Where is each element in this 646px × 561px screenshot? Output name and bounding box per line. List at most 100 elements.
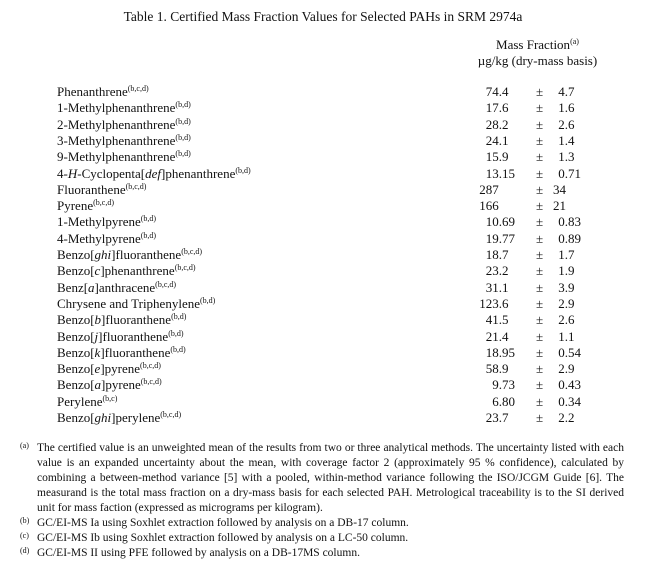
compound-name-part: Pyrene: [57, 198, 94, 214]
compound-name: Perylene(b,c): [57, 394, 117, 412]
table-row: 1-Methylpyrene(b,d) 10.69 ±0.83: [0, 214, 646, 230]
compound-name-part: Benzo[: [57, 344, 95, 360]
compound-name-part: ]fluoranthene: [101, 312, 172, 328]
expanded-uncertainty: 0.34: [558, 393, 581, 409]
table-row: 4-Methylpyrene(b,d) 19.77 ±0.89: [0, 231, 646, 247]
plus-minus-sign: ±: [536, 165, 544, 181]
compound-name-part: Fluoranthene: [57, 181, 126, 197]
certified-value: 58.9: [485, 361, 509, 377]
compound-name-part: 4-Methylpyrene: [57, 230, 141, 246]
compound-name-part: Benzo[: [57, 410, 95, 425]
plus-minus-sign: ±: [536, 132, 544, 148]
plus-minus-sign: ±: [536, 328, 544, 344]
compound-name: Pyrene(b,c,d): [57, 198, 114, 216]
compound-name-part: ]fluoranthene: [111, 247, 182, 262]
table-row: Benzo[k]fluoranthene(b,d) 18.95 ±0.54: [0, 345, 646, 361]
certified-value: 9.73: [492, 377, 515, 393]
certified-value: 18.95: [485, 344, 515, 360]
plus-minus-sign: ±: [536, 279, 544, 295]
plus-minus-sign: ±: [536, 410, 544, 425]
column-header-mass-fraction: Mass Fraction(a): [440, 37, 635, 55]
table-row: Benzo[e]pyrene(b,c,d) 58.9 ±2.9: [0, 361, 646, 377]
expanded-uncertainty: 2.2: [558, 410, 575, 425]
expanded-uncertainty: 2.9: [558, 295, 575, 311]
compound-name-part: Phenanthrene: [57, 84, 128, 99]
compound-name-part: ghi: [94, 410, 112, 425]
footnote-mark: (b): [20, 516, 30, 525]
compound-name-part: j: [94, 328, 99, 344]
compound-name: Phenanthrene(b,c,d): [57, 84, 149, 102]
method-footnote-marks: (b,d): [175, 116, 191, 126]
table-row: Perylene(b,c) 6.80 ±0.34: [0, 394, 646, 410]
compound-name-part: ]fluoranthene: [98, 328, 169, 344]
compound-name: 9-Methylphenanthrene(b,d): [57, 149, 191, 167]
method-footnote-marks: (b,c,d): [127, 84, 149, 93]
compound-name-part: 1-Methylphenanthrene: [57, 100, 176, 116]
header-line1: Mass Fraction: [496, 37, 571, 52]
compound-name-part: ghi: [94, 247, 112, 262]
compound-name: Fluoranthene(b,c,d): [57, 182, 146, 200]
compound-name: Benzo[a]pyrene(b,c,d): [57, 377, 162, 395]
certified-value: 6.80: [492, 393, 515, 409]
method-footnote-marks: (b,c,d): [155, 279, 177, 289]
method-footnote-marks: (b,c,d): [125, 181, 147, 191]
expanded-uncertainty: 34: [553, 181, 566, 197]
certified-value: 31.1: [485, 279, 509, 295]
method-footnote-marks: (b,c,d): [93, 198, 114, 208]
certified-value: 166: [479, 198, 499, 214]
plus-minus-sign: ±: [536, 295, 544, 311]
method-footnote-marks: (b,c): [102, 393, 118, 403]
compound-name: Benzo[ghi]perylene(b,c,d): [57, 410, 181, 428]
table-row: Benzo[c]phenanthrene(b,c,d) 23.2 ±1.9: [0, 263, 646, 279]
footnotes: (a) The certified value is an unweighted …: [20, 441, 624, 561]
plus-minus-sign: ±: [536, 263, 544, 279]
plus-minus-sign: ±: [536, 100, 544, 116]
compound-name-part: H: [67, 165, 78, 181]
expanded-uncertainty: 2.9: [558, 361, 575, 377]
compound-name-part: ]pyrene: [100, 361, 141, 377]
plus-minus-sign: ±: [536, 198, 544, 214]
footnote: (c) GC/EI-MS Ib using Soxhlet extraction …: [20, 531, 624, 546]
compound-name-part: ]phenanthrene: [161, 165, 236, 181]
table-row: Benzo[b]fluoranthene(b,d) 41.5 ±2.6: [0, 312, 646, 328]
compound-name-part: Benzo[: [57, 361, 95, 377]
compound-name: Benzo[ghi]fluoranthene(b,c,d): [57, 247, 202, 265]
compound-name: 4-H-Cyclopenta[def]phenanthrene(b,d): [57, 166, 251, 184]
method-footnote-marks: (b,d): [199, 295, 216, 305]
plus-minus-sign: ±: [536, 312, 544, 328]
expanded-uncertainty: 2.6: [558, 312, 575, 328]
compound-name-part: a: [88, 279, 95, 295]
method-footnote-marks: (b,c,d): [174, 263, 196, 273]
compound-name-part: b: [94, 312, 102, 328]
method-footnote-marks: (b,d): [140, 214, 157, 224]
certified-value: 23.7: [485, 410, 509, 425]
method-footnote-marks: (b,d): [175, 149, 191, 159]
plus-minus-sign: ±: [536, 181, 544, 197]
compound-name-part: ]anthracene: [94, 279, 156, 295]
compound-name-part: -Cyclopenta[: [77, 165, 146, 181]
method-footnote-marks: (b,d): [171, 312, 187, 322]
certified-value: 74.4: [485, 84, 509, 99]
method-footnote-marks: (b,c,d): [181, 247, 203, 256]
certified-value: 24.1: [485, 132, 509, 148]
footnote-mark: (d): [20, 546, 30, 555]
plus-minus-sign: ±: [536, 377, 544, 393]
compound-name-part: 3-Methylphenanthrene: [57, 132, 176, 148]
compound-name-part: ]pyrene: [101, 377, 141, 393]
certified-value: 10.69: [485, 214, 515, 230]
compound-name-part: Benzo[: [57, 377, 95, 393]
certified-value: 15.9: [485, 149, 509, 165]
certified-value: 41.5: [485, 312, 509, 328]
method-footnote-marks: (b,c,d): [140, 361, 161, 371]
compound-name-part: def: [145, 165, 161, 181]
compound-name: Benzo[b]fluoranthene(b,d): [57, 312, 186, 330]
table-title: Table 1. Certified Mass Fraction Values …: [123, 9, 523, 24]
plus-minus-sign: ±: [536, 393, 544, 409]
expanded-uncertainty: 0.71: [558, 165, 581, 181]
plus-minus-sign: ±: [536, 230, 544, 246]
plus-minus-sign: ±: [536, 344, 544, 360]
table-row: 4-H-Cyclopenta[def]phenanthrene(b,d) 13.1…: [0, 166, 646, 182]
method-footnote-marks: (b,c,d): [160, 410, 182, 419]
footnote: (a) The certified value is an unweighted …: [20, 441, 624, 516]
